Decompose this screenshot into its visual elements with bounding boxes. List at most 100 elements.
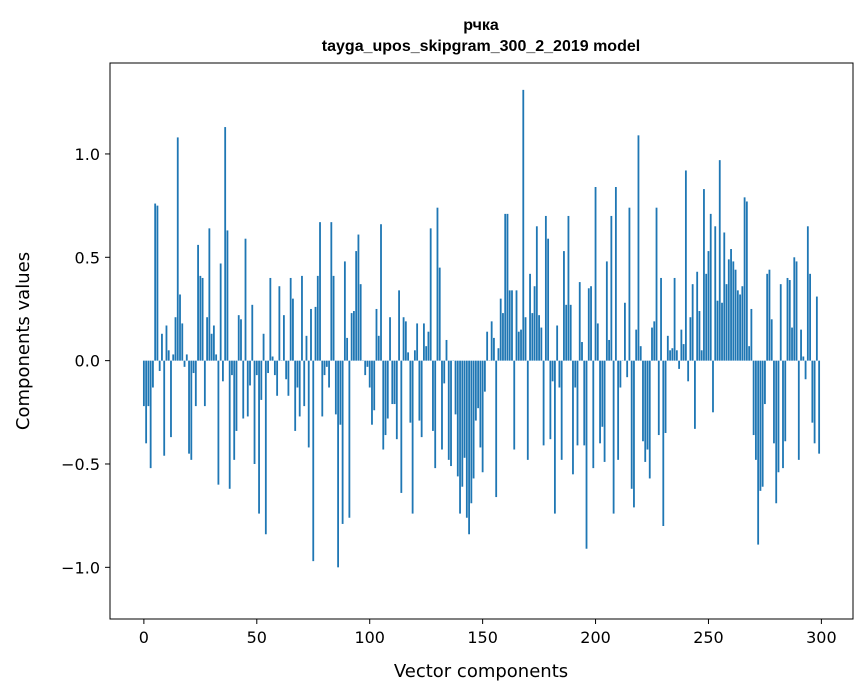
bar [560,360,563,460]
bar [192,360,195,374]
bar [531,313,534,361]
bar [678,360,681,369]
bar [759,360,762,491]
bar [662,360,665,526]
bar [619,360,622,388]
bar [242,360,245,419]
bar [815,296,818,361]
bar [285,360,288,380]
bar [470,360,473,504]
bar [694,360,696,429]
bar [578,282,581,361]
bar [398,290,400,361]
bar [190,360,193,460]
y-tick-label: 0.5 [75,248,100,267]
bar [802,356,805,361]
bar [165,325,168,361]
bar [181,323,184,361]
y-tick-label: 0.0 [75,352,100,371]
bar [334,360,337,415]
bar [725,284,728,361]
bar [391,360,394,405]
x-axis-label: Vector components [394,661,568,682]
bar [784,360,787,442]
bar [483,360,486,392]
bar [583,360,586,446]
bar [585,360,588,549]
bar [520,329,522,361]
bar [420,360,423,438]
bar [754,360,757,460]
y-tick-label: 1.0 [75,145,100,164]
bar [770,319,773,361]
bar [459,360,461,514]
bar [608,339,610,361]
bar [350,313,353,361]
bar [750,308,753,361]
bar [567,215,570,361]
bar [730,249,732,361]
bar [635,329,638,361]
bar [212,325,215,361]
bar [752,360,755,436]
bar [368,360,371,388]
bar [544,215,547,361]
bar [540,327,543,361]
bar [271,356,274,361]
bar [303,360,306,407]
bar [310,308,312,361]
bar [682,344,685,361]
bar [795,261,798,361]
bar [149,360,152,469]
bar [384,360,387,436]
bar [495,360,498,498]
bar [332,275,335,361]
bar [703,189,705,361]
bar [255,360,258,376]
bar [371,360,373,425]
bar [700,350,703,361]
x-tick-label: 50 [247,628,267,647]
x-tick-label: 300 [806,628,837,647]
bar [596,323,599,361]
bar [337,360,339,568]
bar [592,360,595,469]
bar [633,360,635,508]
bar [474,360,477,421]
bar [626,360,629,378]
bar [224,127,227,361]
bar [278,286,281,361]
bar [429,228,432,361]
bar [231,360,233,376]
x-tick-label: 200 [580,628,611,647]
bar [307,360,310,448]
bar [145,360,148,444]
bar [450,360,452,467]
bar [777,360,780,473]
bar [339,360,342,425]
bar [743,197,746,361]
bar [766,273,769,361]
bar [587,288,590,361]
x-tick-label: 150 [467,628,498,647]
bar [517,331,520,361]
bar [793,257,796,361]
bar [264,360,267,535]
bar [373,360,376,411]
bar [698,311,701,361]
bar [614,187,617,361]
bar [161,333,163,361]
bar [689,317,692,361]
bar [152,360,154,388]
bar [206,317,209,361]
bar [273,360,276,376]
bar [660,277,662,361]
bar [346,337,349,361]
bar [176,137,179,361]
bar [357,234,360,361]
bar [407,352,410,361]
bar [208,228,211,361]
bar [156,205,159,361]
bar [210,333,213,361]
